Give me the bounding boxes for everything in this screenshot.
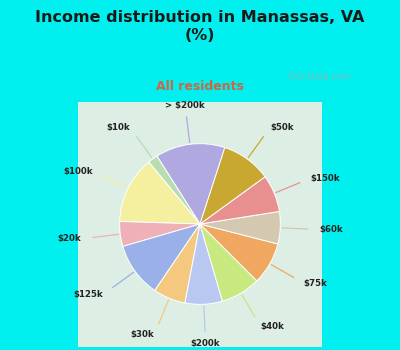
- Text: $10k: $10k: [106, 123, 130, 132]
- Text: $20k: $20k: [58, 234, 81, 244]
- Text: > $200k: > $200k: [165, 101, 205, 110]
- Text: $30k: $30k: [130, 330, 154, 339]
- Wedge shape: [149, 156, 200, 224]
- Text: All residents: All residents: [156, 80, 244, 93]
- Wedge shape: [123, 224, 200, 290]
- Text: $200k: $200k: [191, 339, 220, 348]
- Wedge shape: [200, 224, 257, 301]
- Wedge shape: [155, 224, 200, 303]
- Wedge shape: [157, 144, 225, 224]
- Wedge shape: [120, 222, 200, 246]
- FancyBboxPatch shape: [28, 52, 372, 350]
- Text: $100k: $100k: [63, 167, 93, 176]
- Text: $40k: $40k: [261, 322, 285, 331]
- Text: Income distribution in Manassas, VA
(%): Income distribution in Manassas, VA (%): [35, 10, 365, 43]
- Text: $125k: $125k: [74, 290, 103, 299]
- Wedge shape: [120, 162, 200, 224]
- Text: $150k: $150k: [310, 174, 340, 183]
- Text: $50k: $50k: [270, 123, 294, 132]
- Text: City-Data.com: City-Data.com: [288, 72, 352, 81]
- Wedge shape: [200, 224, 278, 281]
- Text: $75k: $75k: [304, 279, 328, 288]
- Wedge shape: [200, 148, 265, 224]
- Text: $60k: $60k: [320, 225, 343, 234]
- Wedge shape: [200, 211, 280, 244]
- Wedge shape: [185, 224, 222, 304]
- Wedge shape: [200, 177, 279, 224]
